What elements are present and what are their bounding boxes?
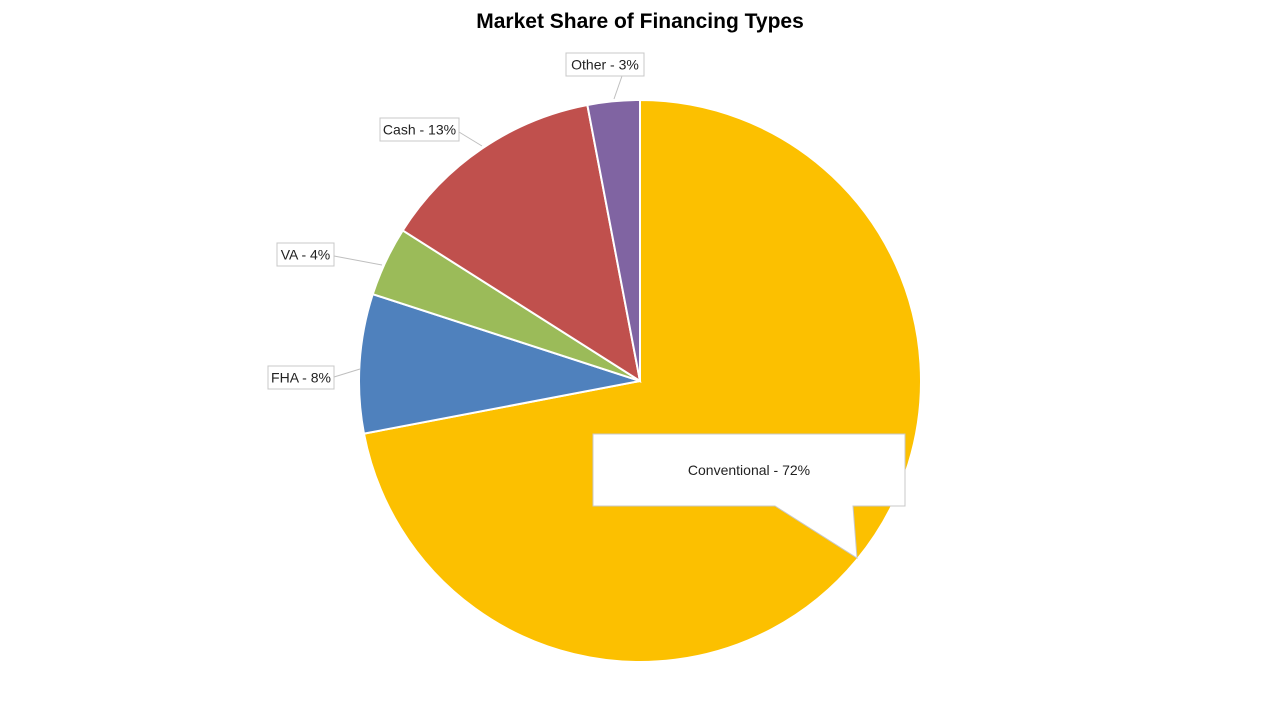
data-label-cash: Cash - 13% xyxy=(379,117,483,147)
data-label-text: Other - 3% xyxy=(571,57,639,73)
pie-slice-cash xyxy=(401,103,642,384)
data-label-fha: FHA - 8% xyxy=(267,365,361,390)
pie-slice-fha xyxy=(358,292,641,435)
data-label-text: Conventional - 72% xyxy=(688,462,810,478)
data-label-text: VA - 4% xyxy=(281,247,331,263)
pie-slice-other xyxy=(586,98,641,382)
data-label-va: VA - 4% xyxy=(276,242,383,267)
label-box xyxy=(565,52,645,77)
leader-line xyxy=(333,255,383,266)
label-box xyxy=(267,365,335,390)
labels-layer: Conventional - 72% FHA - 8% VA - 4% Cash - … xyxy=(267,52,906,559)
data-label-text: FHA - 8% xyxy=(271,370,331,386)
leader-line xyxy=(333,368,361,378)
label-box xyxy=(276,242,335,267)
slices-layer xyxy=(358,98,922,663)
callout-box xyxy=(592,433,906,559)
leader-line xyxy=(458,131,483,147)
chart-title: Market Share of Financing Types xyxy=(476,10,804,33)
data-label-conventional: Conventional - 72% xyxy=(592,433,906,559)
data-label-other: Other - 3% xyxy=(565,52,645,100)
leader-line xyxy=(613,75,623,100)
label-box xyxy=(379,117,460,142)
pie-slice-conventional xyxy=(362,98,922,663)
data-label-text: Cash - 13% xyxy=(383,122,456,138)
